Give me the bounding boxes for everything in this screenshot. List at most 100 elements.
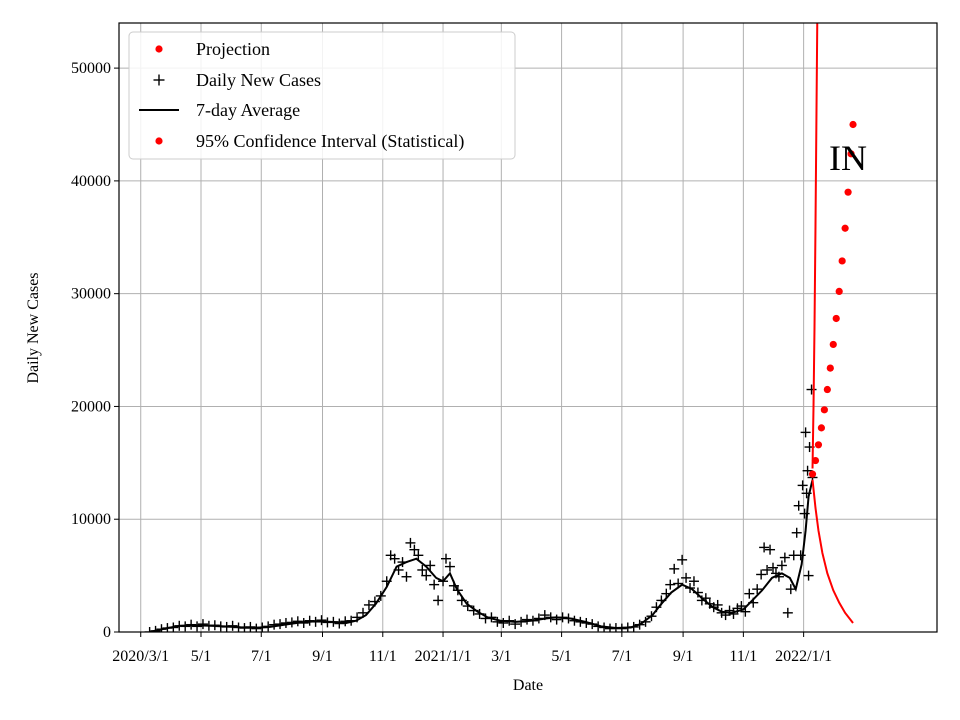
data-point	[539, 610, 550, 621]
data-point	[557, 612, 568, 623]
projection-point	[811, 456, 820, 465]
data-point	[144, 627, 155, 632]
data-point	[393, 564, 404, 575]
y-tick-label: 50000	[71, 60, 111, 77]
data-point	[669, 563, 680, 574]
data-point	[180, 621, 191, 632]
legend-plus-marker	[153, 74, 165, 86]
data-point	[334, 618, 345, 629]
data-point	[298, 617, 309, 628]
data-point	[369, 596, 380, 607]
data-point	[425, 560, 436, 571]
data-point	[799, 508, 810, 519]
x-tick-label: 5/1	[551, 648, 571, 665]
data-point	[677, 554, 688, 565]
data-point	[740, 606, 751, 617]
legend-item: Projection	[155, 39, 270, 59]
projection-point	[814, 441, 823, 449]
data-point	[782, 607, 793, 618]
data-point	[634, 619, 645, 630]
series-3	[811, 23, 819, 469]
data-point	[328, 616, 339, 627]
legend-item: 95% Confidence Interval (Statistical)	[155, 131, 464, 152]
x-tick-label: 2022/1/1	[775, 648, 832, 665]
data-point	[462, 601, 473, 612]
data-point	[776, 560, 787, 571]
data-point	[417, 564, 428, 575]
data-point	[257, 622, 268, 632]
y-tick-label: 40000	[71, 173, 111, 190]
data-point	[452, 585, 463, 596]
projection-point	[808, 470, 817, 478]
y-tick-label: 20000	[71, 398, 111, 415]
x-tick-label: 9/1	[312, 648, 332, 665]
series-line	[811, 23, 819, 469]
x-axis-label: Date	[513, 677, 543, 694]
y-tick-label: 0	[103, 624, 111, 641]
x-tick-label: 2021/1/1	[415, 648, 472, 665]
data-point	[168, 622, 179, 632]
data-point	[587, 619, 598, 630]
legend-dot-marker	[155, 137, 163, 145]
data-point	[665, 579, 676, 590]
data-point	[492, 616, 503, 627]
projection-point	[849, 120, 857, 129]
data-point	[646, 611, 657, 622]
data-point	[522, 614, 533, 625]
data-point	[480, 613, 491, 624]
data-point	[779, 552, 790, 563]
data-point	[793, 500, 804, 511]
series-1	[144, 384, 818, 632]
projection-point	[847, 150, 855, 158]
data-point	[389, 553, 400, 564]
data-point	[563, 613, 574, 624]
data-point	[381, 576, 392, 587]
y-tick-label: 30000	[71, 286, 111, 303]
legend-label: 7-day Average	[196, 100, 300, 120]
data-point	[575, 616, 586, 627]
projection-point	[832, 314, 840, 323]
data-point	[765, 544, 776, 555]
data-point	[768, 562, 779, 573]
data-point	[640, 616, 651, 627]
projection-point	[817, 424, 826, 432]
data-point	[673, 578, 684, 589]
data-point	[456, 595, 467, 606]
data-point	[245, 621, 256, 632]
data-point	[728, 608, 739, 619]
data-point	[397, 557, 408, 568]
data-point	[413, 550, 424, 561]
data-point	[421, 570, 432, 581]
data-point	[498, 617, 509, 628]
data-point	[438, 576, 449, 587]
data-point	[744, 588, 755, 599]
data-point	[785, 584, 796, 595]
data-point	[800, 427, 811, 438]
legend-label: 95% Confidence Interval (Statistical)	[196, 131, 464, 152]
chart-annotation: IN	[829, 138, 867, 178]
tick-layer: 2020/3/1 5/1 7/1 9/1 11/1 2021/1/1 3/1 5/1 7/1 9/…	[71, 60, 832, 665]
data-point	[304, 615, 315, 626]
data-point	[801, 488, 812, 499]
data-point	[581, 617, 592, 628]
data-point	[651, 602, 662, 613]
projection-point	[820, 406, 828, 414]
projection-point	[829, 340, 837, 349]
series-line	[811, 479, 854, 624]
data-point	[797, 480, 808, 491]
data-point	[444, 561, 455, 572]
legend-dot-marker	[155, 45, 163, 53]
data-point	[569, 615, 580, 626]
x-tick-label: 7/1	[612, 648, 632, 665]
data-point	[628, 621, 639, 632]
data-point	[510, 619, 521, 630]
data-point	[756, 569, 767, 580]
series-2	[808, 120, 857, 478]
data-point	[227, 620, 238, 631]
data-point	[150, 625, 161, 632]
data-point	[263, 621, 274, 632]
y-axis-label: Daily New Cases	[25, 272, 42, 383]
x-tick-label: 5/1	[191, 648, 211, 665]
